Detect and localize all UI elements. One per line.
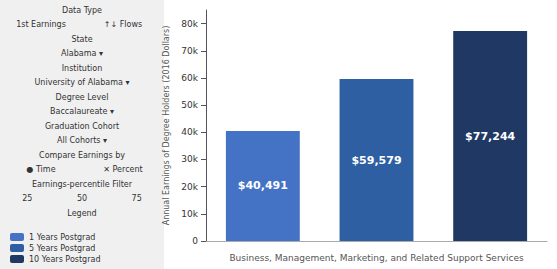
svg-text:Annual Earnings of Degree Hold: Annual Earnings of Degree Holders (2016 … [162,26,171,226]
svg-text:Alabama ▾: Alabama ▾ [61,49,103,58]
svg-text:25: 25 [22,194,32,203]
svg-text:75: 75 [132,194,142,203]
svg-text:Institution: Institution [62,64,103,73]
svg-text:50k: 50k [181,100,198,110]
svg-text:30k: 30k [181,154,198,164]
svg-text:Baccalaureate ▾: Baccalaureate ▾ [50,107,114,116]
svg-text:University of Alabama ▾: University of Alabama ▾ [35,78,130,87]
svg-text:20k: 20k [181,182,198,192]
svg-text:40k: 40k [181,127,198,137]
svg-text:$59,579: $59,579 [351,154,401,167]
svg-text:50: 50 [77,194,87,203]
svg-text:70k: 70k [181,46,198,56]
svg-text:1 Years Postgrad: 1 Years Postgrad [29,233,95,242]
svg-text:Graduation Cohort: Graduation Cohort [45,122,119,131]
svg-text:↑↓ Flows: ↑↓ Flows [104,20,142,29]
svg-text:Business, Management, Marketin: Business, Management, Marketing, and Rel… [229,253,524,263]
svg-text:All Cohorts ▾: All Cohorts ▾ [57,136,107,145]
svg-text:$40,491: $40,491 [238,179,288,192]
svg-text:✕ Percent: ✕ Percent [103,165,142,174]
svg-text:Degree Level: Degree Level [56,93,109,102]
svg-text:Earnings-percentile Filter: Earnings-percentile Filter [32,180,133,189]
svg-text:Legend: Legend [67,209,96,218]
svg-text:Compare Earnings by: Compare Earnings by [39,151,125,160]
svg-text:● Time: ● Time [26,165,55,174]
svg-text:80k: 80k [181,19,198,29]
svg-text:0: 0 [192,236,198,246]
svg-text:1st Earnings: 1st Earnings [16,20,66,29]
svg-text:$77,244: $77,244 [465,130,515,143]
svg-text:Data Type: Data Type [62,6,102,15]
svg-text:10 Years Postgrad: 10 Years Postgrad [29,255,100,264]
svg-text:10k: 10k [181,209,198,219]
svg-text:60k: 60k [181,73,198,83]
svg-text:State: State [71,35,92,44]
svg-text:5 Years Postgrad: 5 Years Postgrad [29,244,95,253]
